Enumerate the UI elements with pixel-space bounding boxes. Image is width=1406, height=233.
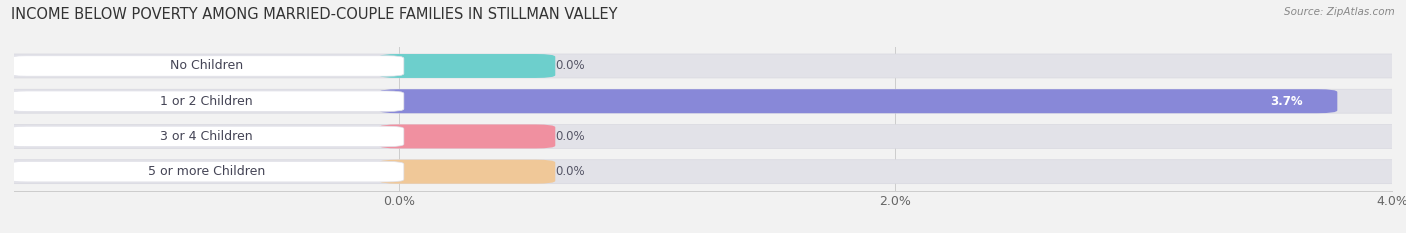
FancyBboxPatch shape [0,124,1406,148]
FancyBboxPatch shape [380,160,555,184]
FancyBboxPatch shape [8,56,404,76]
Text: 0.0%: 0.0% [555,165,585,178]
Text: 3 or 4 Children: 3 or 4 Children [160,130,253,143]
FancyBboxPatch shape [380,124,555,148]
FancyBboxPatch shape [8,161,404,182]
Text: INCOME BELOW POVERTY AMONG MARRIED-COUPLE FAMILIES IN STILLMAN VALLEY: INCOME BELOW POVERTY AMONG MARRIED-COUPL… [11,7,617,22]
Text: 3.7%: 3.7% [1270,95,1302,108]
Text: 5 or more Children: 5 or more Children [148,165,266,178]
FancyBboxPatch shape [8,91,404,111]
FancyBboxPatch shape [8,126,404,147]
Text: 1 or 2 Children: 1 or 2 Children [160,95,253,108]
FancyBboxPatch shape [0,54,1406,78]
FancyBboxPatch shape [0,89,1406,113]
Text: No Children: No Children [170,59,243,72]
Text: Source: ZipAtlas.com: Source: ZipAtlas.com [1284,7,1395,17]
FancyBboxPatch shape [0,160,1406,184]
Text: 0.0%: 0.0% [555,59,585,72]
Text: 0.0%: 0.0% [555,130,585,143]
FancyBboxPatch shape [380,54,555,78]
FancyBboxPatch shape [380,89,1337,113]
